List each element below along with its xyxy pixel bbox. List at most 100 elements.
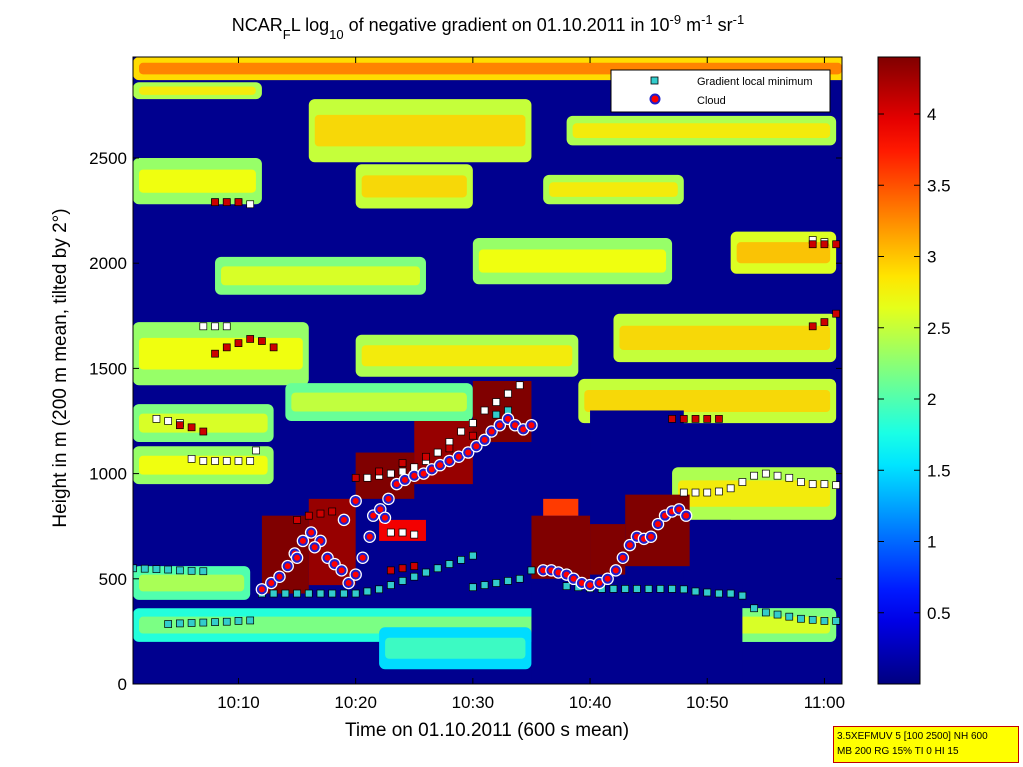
gradient-minimum-marker-white: [187, 455, 196, 463]
gradient-minimum-marker: [281, 589, 290, 598]
gradient-minimum-marker-white: [164, 417, 173, 425]
gradient-minimum-marker-white: [410, 530, 419, 539]
colorbar-tick-label: 2.5: [927, 319, 951, 338]
legend-marker-cloud: [649, 93, 661, 105]
cloud-marker: [399, 474, 410, 485]
cloud-marker: [338, 514, 349, 525]
gradient-minimum-marker-white: [832, 481, 840, 490]
cloud-marker: [463, 447, 474, 458]
gradient-minimum-marker-white: [433, 448, 442, 457]
cloud-marker: [681, 510, 692, 521]
gradient-minimum-marker: [386, 581, 395, 589]
gradient-minimum-marker: [340, 589, 348, 598]
gradient-minimum-marker-red: [211, 198, 219, 207]
gradient-minimum-marker-white: [808, 480, 817, 488]
gradient-minimum-marker-red: [469, 431, 477, 440]
gradient-minimum-marker: [515, 574, 524, 583]
gradient-minimum-marker-red: [808, 240, 817, 249]
gradient-minimum-marker: [492, 579, 501, 587]
title-part: -9: [670, 12, 682, 27]
gradient-minimum-marker-red: [715, 415, 723, 423]
gradient-minimum-marker-red: [187, 423, 196, 432]
gradient-minimum-marker: [609, 585, 618, 593]
gradient-minimum-marker: [445, 560, 454, 568]
layer-core: [549, 182, 678, 197]
cloud-marker: [256, 584, 267, 595]
y-tick-label: 1500: [89, 359, 127, 378]
cloud-marker: [479, 434, 490, 445]
cloud-marker: [494, 420, 505, 431]
y-tick-label: 2000: [89, 254, 127, 273]
gradient-minimum-marker-white: [797, 478, 805, 486]
gradient-minimum-marker-red: [328, 507, 337, 516]
gradient-minimum-marker: [492, 410, 501, 419]
gradient-minimum-marker-white: [246, 457, 255, 465]
gradient-minimum-marker-red: [386, 566, 395, 575]
gradient-minimum-marker: [293, 589, 301, 598]
gradient-minimum-marker: [457, 556, 465, 564]
gradient-minimum-marker: [668, 585, 676, 593]
gradient-minimum-marker: [750, 604, 758, 613]
gradient-minimum-marker: [527, 566, 536, 575]
x-tick-label: 10:10: [217, 693, 260, 712]
gradient-minimum-marker: [140, 564, 149, 573]
gradient-minimum-marker-red: [222, 343, 231, 352]
gradient-minimum-marker: [410, 572, 419, 581]
layer-core: [361, 345, 573, 367]
y-tick-label: 1000: [89, 465, 127, 484]
gradient-minimum-marker-white: [761, 469, 770, 478]
gradient-minimum-marker: [246, 616, 255, 625]
layer-core: [139, 574, 245, 592]
cloud-marker: [297, 535, 308, 546]
gradient-minimum-marker-red: [234, 339, 243, 347]
gradient-minimum-marker-red: [832, 309, 840, 318]
gradient-minimum-marker: [469, 583, 477, 592]
colorbar-frame: [877, 56, 921, 685]
gradient-minimum-marker-red: [679, 415, 688, 423]
gradient-minimum-marker-red: [398, 564, 407, 573]
gradient-minimum-marker: [328, 589, 337, 598]
cloud-marker: [444, 455, 455, 466]
gradient-minimum-marker-red: [398, 459, 407, 467]
layer-core: [736, 242, 831, 264]
cloud-marker: [364, 531, 375, 542]
x-axis-ticks: 10:10 10:20 10:30 10:40 10:50 11:00: [217, 57, 845, 712]
cloud-marker: [329, 559, 340, 570]
gradient-minimum-marker-white: [773, 471, 782, 480]
gradient-minimum-marker: [133, 564, 137, 573]
gradient-minimum-marker-red: [422, 452, 430, 461]
legend-box: [610, 69, 831, 113]
chart-title: NCARFL log10 of negative gradient on 01.…: [232, 12, 744, 42]
cloud-marker: [435, 460, 446, 471]
cloud-marker: [602, 573, 613, 584]
layer-core: [584, 389, 831, 413]
gradient-minimum-marker-red: [691, 415, 700, 423]
layer-core: [221, 266, 420, 286]
title-part: -1: [701, 12, 713, 27]
gradient-minimum-marker-red: [820, 318, 829, 326]
cloud-marker: [266, 578, 277, 589]
info-box: 3.5XEFMUV 5 [100 2500] NH 600 MB 200 RG …: [833, 726, 1019, 763]
cloud-marker: [350, 569, 361, 580]
cloud-marker: [274, 571, 285, 582]
cloud-marker: [503, 413, 514, 424]
gradient-minimum-marker-red: [410, 562, 419, 571]
gradient-minimum-marker: [715, 589, 723, 598]
gradient-minimum-marker-white: [252, 446, 260, 455]
info-line-1: 3.5XEFMUV 5 [100 2500] NH 600: [837, 731, 988, 742]
cloud-marker: [617, 552, 628, 563]
gradient-minimum-marker-red: [832, 240, 840, 249]
gradient-minimum-marker: [199, 567, 208, 576]
layer-core: [314, 114, 526, 147]
gradient-minimum-marker-red: [703, 415, 712, 423]
gradient-minimum-marker: [691, 587, 700, 596]
gradient-minimum-marker: [480, 581, 489, 589]
gradient-minimum-marker-red: [222, 198, 231, 207]
gradient-minimum-marker: [726, 589, 735, 598]
cloud-marker: [375, 504, 386, 515]
cloud-marker: [336, 565, 347, 576]
gradient-minimum-marker: [222, 617, 231, 626]
gradient-minimum-marker: [633, 585, 641, 593]
gradient-minimum-marker: [820, 617, 829, 625]
gradient-minimum-marker-red: [351, 473, 360, 482]
